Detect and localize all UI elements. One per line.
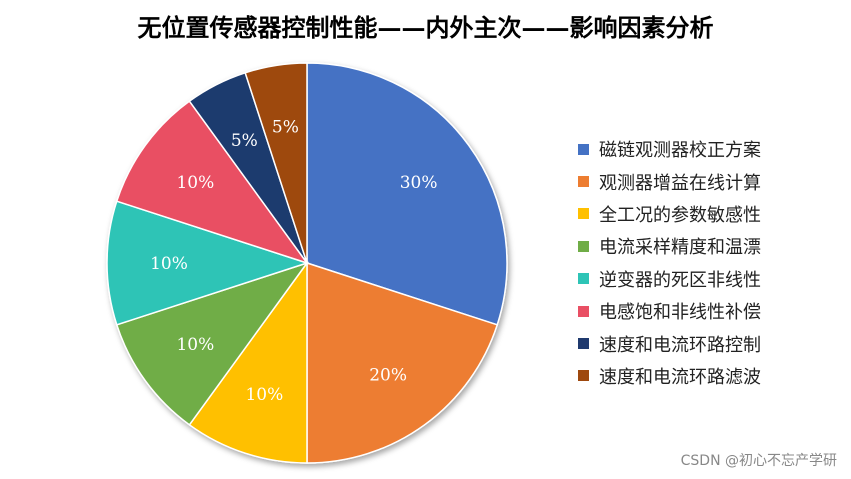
slice-label: 10% — [176, 173, 214, 193]
legend-swatch — [578, 338, 589, 350]
legend-label: 速度和电流环路滤波 — [599, 366, 761, 388]
legend-item: 速度和电流环路控制 — [578, 327, 761, 359]
legend-swatch — [578, 370, 589, 382]
legend-swatch — [578, 273, 589, 285]
pie-slice — [188, 260, 308, 464]
legend-label: 观测器增益在线计算 — [599, 172, 761, 194]
legend-swatch — [578, 143, 589, 155]
legend-item: 全工况的参数敏感性 — [578, 198, 761, 230]
slice-label: 5% — [272, 118, 299, 138]
legend-item: 速度和电流环路滤波 — [578, 360, 761, 392]
pie-slice — [115, 100, 309, 265]
legend-item: 磁链观测器校正方案 — [578, 133, 761, 165]
slice-label: 5% — [231, 131, 258, 151]
slice-label: 30% — [400, 173, 438, 193]
slice-label: 10% — [245, 385, 283, 405]
pie-slice — [306, 62, 508, 326]
pie-slice — [115, 261, 309, 426]
slice-label: 20% — [369, 366, 407, 386]
pie-slice — [106, 200, 310, 326]
legend-item: 观测器增益在线计算 — [578, 165, 761, 197]
legend-label: 电流采样精度和温漂 — [599, 237, 761, 259]
legend-label: 逆变器的死区非线性 — [599, 269, 761, 291]
slice-label: 10% — [150, 254, 188, 274]
legend-item: 电感饱和非线性补偿 — [578, 295, 761, 327]
pie-slice — [306, 261, 499, 464]
legend-item: 逆变器的死区非线性 — [578, 263, 761, 295]
legend-item: 电流采样精度和温漂 — [578, 230, 761, 262]
legend-label: 速度和电流环路控制 — [599, 334, 761, 356]
pie-slice — [244, 62, 308, 264]
legend-swatch — [578, 305, 589, 317]
watermark: CSDN @初心不忘产学研 — [680, 453, 837, 469]
slice-label: 10% — [176, 335, 214, 355]
legend-label: 全工况的参数敏感性 — [599, 204, 761, 226]
legend-label: 电感饱和非线性补偿 — [599, 302, 761, 324]
legend-swatch — [578, 176, 589, 188]
legend-swatch — [578, 240, 589, 252]
legend: 磁链观测器校正方案 观测器增益在线计算 全工况的参数敏感性 电流采样精度和温漂 逆变器的… — [578, 133, 761, 392]
legend-swatch — [578, 208, 589, 220]
legend-label: 磁链观测器校正方案 — [599, 140, 761, 162]
chart-title: 无位置传感器控制性能——内外主次——影响因素分析 — [137, 13, 714, 42]
